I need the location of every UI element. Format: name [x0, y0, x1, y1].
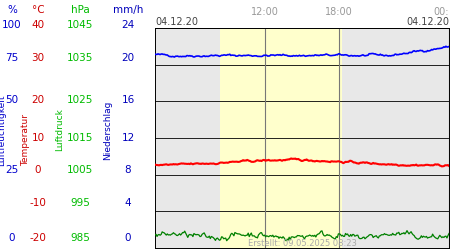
- Text: 12:00: 12:00: [251, 7, 279, 17]
- Text: -10: -10: [30, 198, 46, 208]
- Text: hPa: hPa: [71, 5, 90, 15]
- Text: mm/h: mm/h: [113, 5, 143, 15]
- Text: Erstellt: 09.05.2025 08:23: Erstellt: 09.05.2025 08:23: [248, 240, 356, 248]
- Text: 25: 25: [5, 165, 18, 175]
- Text: 16: 16: [122, 95, 135, 105]
- Text: °C: °C: [32, 5, 44, 15]
- Text: -20: -20: [30, 233, 46, 243]
- Text: 20: 20: [122, 53, 135, 63]
- Text: 75: 75: [5, 53, 18, 63]
- Text: 1025: 1025: [67, 95, 93, 105]
- Text: 0: 0: [9, 233, 15, 243]
- Text: 40: 40: [32, 20, 45, 30]
- Text: Luftfeuchtigkeit: Luftfeuchtigkeit: [0, 94, 6, 166]
- Text: 04.12.20: 04.12.20: [155, 17, 198, 27]
- Text: 30: 30: [32, 53, 45, 63]
- Text: 1005: 1005: [67, 165, 93, 175]
- Text: 100: 100: [2, 20, 22, 30]
- Text: 995: 995: [70, 198, 90, 208]
- Text: 50: 50: [5, 95, 18, 105]
- Text: 18:00: 18:00: [325, 7, 353, 17]
- Text: Niederschlag: Niederschlag: [104, 100, 112, 160]
- Text: 1045: 1045: [67, 20, 93, 30]
- Text: 985: 985: [70, 233, 90, 243]
- Text: %: %: [7, 5, 17, 15]
- Text: 00:: 00:: [433, 7, 449, 17]
- Text: 20: 20: [32, 95, 45, 105]
- Text: 0: 0: [35, 165, 41, 175]
- Text: 4: 4: [125, 198, 131, 208]
- Bar: [220, 28, 342, 248]
- Text: 12: 12: [122, 133, 135, 143]
- Text: Luftdruck: Luftdruck: [55, 108, 64, 152]
- Text: 1015: 1015: [67, 133, 93, 143]
- Text: 04.12.20: 04.12.20: [406, 17, 449, 27]
- Text: Temperatur: Temperatur: [22, 114, 31, 166]
- Text: 1035: 1035: [67, 53, 93, 63]
- Text: 0: 0: [125, 233, 131, 243]
- Text: 24: 24: [122, 20, 135, 30]
- Text: 8: 8: [125, 165, 131, 175]
- Text: 10: 10: [32, 133, 45, 143]
